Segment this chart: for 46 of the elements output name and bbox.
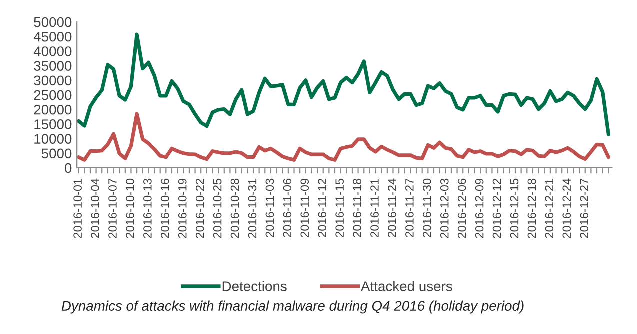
y-tick-label: 35000 bbox=[34, 61, 72, 71]
line-series bbox=[77, 32, 610, 136]
x-tick-label: 2016-11-24 bbox=[388, 178, 396, 238]
x-tick-label: 2016-12-03 bbox=[440, 178, 449, 238]
y-tick-label: 20000 bbox=[34, 104, 72, 115]
x-tick-label: 2016-10-16 bbox=[160, 178, 170, 238]
y-tick-label: 5000 bbox=[42, 148, 72, 159]
x-tick-label: 2016-12-21 bbox=[545, 178, 554, 238]
y-tick-label: 50000 bbox=[34, 17, 72, 28]
legend-label: Detections bbox=[222, 281, 287, 292]
legend-label: Attacked users bbox=[361, 281, 452, 292]
line-series bbox=[77, 112, 610, 162]
x-tick-label: 2016-10-01 bbox=[74, 178, 82, 238]
x-tick-label: 2016-10-31 bbox=[248, 178, 257, 238]
x-tick-label: 2016-10-19 bbox=[178, 178, 187, 238]
x-tick-label: 2016-11-03 bbox=[266, 178, 274, 238]
x-tick-label: 2016-11-12 bbox=[318, 179, 327, 238]
y-tick-label: 30000 bbox=[34, 76, 72, 86]
x-tick-label: 2016-10-22 bbox=[196, 179, 204, 238]
x-tick-label: 2016-11-21 bbox=[370, 178, 379, 238]
x-tick-label: 2016-12-24 bbox=[562, 178, 572, 238]
y-tick-label: 15000 bbox=[34, 120, 72, 130]
x-tick-label: 2016-12-18 bbox=[528, 178, 536, 238]
y-tick-label: 0 bbox=[65, 163, 72, 174]
x-tick-label: 2016-10-28 bbox=[230, 178, 240, 238]
x-tick-label: 2016-12-06 bbox=[458, 178, 466, 238]
x-tick-label: 2016-11-30 bbox=[422, 178, 432, 238]
x-tick-label: 2016-12-09 bbox=[475, 178, 484, 238]
x-tick-label: 2016-11-09 bbox=[300, 178, 310, 238]
x-tick-label: 2016-12-15 bbox=[510, 178, 519, 238]
y-tick-label: 45000 bbox=[34, 32, 72, 42]
x-tick-label: 2016-10-04 bbox=[91, 178, 100, 238]
x-tick-label: 2016-11-18 bbox=[353, 178, 362, 238]
y-tick-label: 40000 bbox=[34, 46, 72, 56]
y-tick-label: 10000 bbox=[34, 134, 72, 144]
x-tick-label: 2016-10-13 bbox=[144, 178, 152, 238]
y-tick-label: 25000 bbox=[34, 90, 72, 100]
x-tick-label: 2016-12-27 bbox=[580, 179, 589, 238]
x-tick-label: 2016-10-10 bbox=[126, 178, 134, 238]
x-tick-label: 2016-11-27 bbox=[406, 179, 414, 238]
x-tick-label: 2016-12-12 bbox=[492, 179, 502, 238]
x-tick-label: 2016-11-06 bbox=[283, 178, 292, 238]
x-tick-label: 2016-10-25 bbox=[213, 178, 222, 238]
x-tick-label: 2016-10-07 bbox=[108, 179, 117, 238]
text: Dynamics of attacks with financial malware during Q4 2016 (holiday period) bbox=[62, 300, 524, 314]
x-tick-label: 2016-11-15 bbox=[336, 178, 344, 238]
